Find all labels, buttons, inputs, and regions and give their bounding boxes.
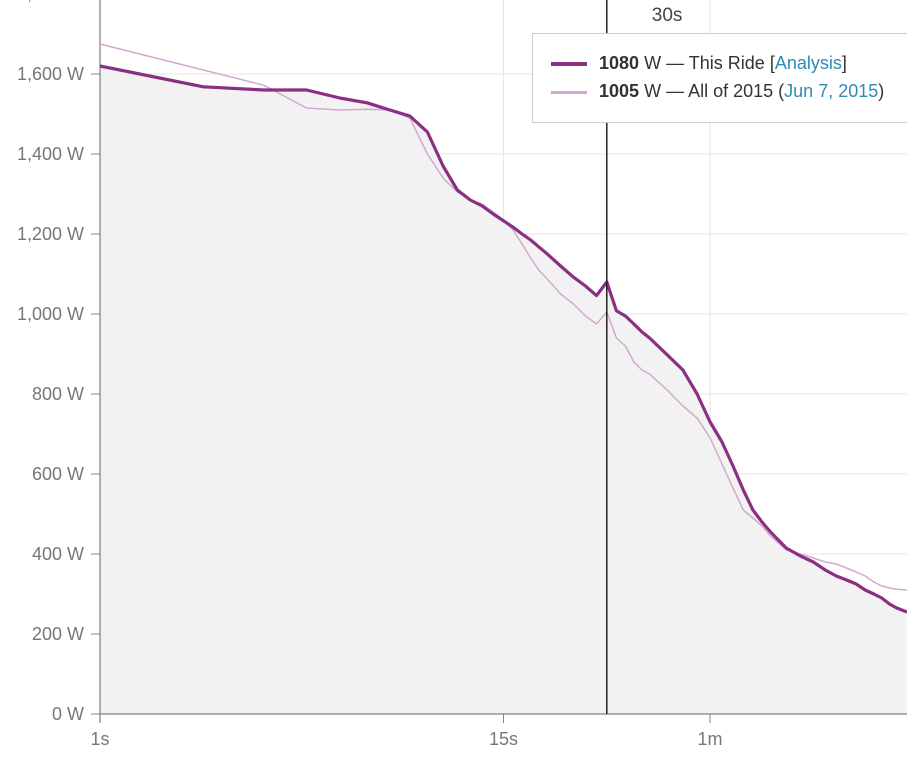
all-2015-value: 1005 (599, 81, 640, 101)
cursor-time-label: 30s (652, 5, 683, 26)
y-tick-label: 1,200 W (17, 224, 84, 244)
series-lines (99, 43, 907, 614)
y-tick-label: 0 W (52, 704, 84, 724)
y-tick-label: 200 W (32, 624, 84, 644)
this-ride-area-fill (100, 66, 907, 714)
this-ride-value: 1080 (599, 53, 640, 73)
all-2015-paren-close: ) (878, 81, 885, 101)
x-axis-tick-labels: 1s 15s 1m (90, 714, 723, 749)
this-ride-bracket-open: [ (769, 53, 775, 73)
analysis-link[interactable]: Analysis (774, 53, 842, 73)
all-2015-unit: W (644, 81, 662, 101)
this-ride-unit: W (644, 53, 662, 73)
this-ride-separator: — (666, 53, 685, 73)
y-tick-label: 1,600 W (17, 64, 84, 84)
y-tick-label: 800 W (32, 384, 84, 404)
x-tick-label: 1s (90, 729, 109, 749)
all-2015-paren-open: ( (778, 81, 785, 101)
x-tick-label: 1m (698, 729, 723, 749)
y-tick-label: 1,000 W (17, 304, 84, 324)
best-date-link[interactable]: Jun 7, 2015 (784, 81, 879, 101)
y-tick-label: 600 W (32, 464, 84, 484)
this-ride-bracket-close: ] (841, 53, 847, 73)
legend: 1080 W — This Ride [Analysis] 1005 W — A… (532, 33, 907, 123)
this-ride-line (99, 64, 907, 614)
all-2015-separator: — (666, 81, 685, 101)
all-2015-label: All of 2015 (688, 81, 774, 101)
y-axis-tick-labels: 0 W 200 W 400 W 600 W 800 W 1,000 W 1,200 W 1,4… (17, 0, 100, 724)
legend-entry-this-ride: 1080 W — This Ride [Analysis] (551, 52, 847, 74)
this-ride-label: This Ride (688, 53, 765, 73)
y-tick-label: 1,400 W (17, 144, 84, 164)
this-ride-swatch (551, 62, 587, 67)
y-tick-label: 1,800 W (17, 0, 84, 4)
x-tick-label: 15s (489, 729, 518, 749)
all-2015-swatch (551, 90, 587, 94)
legend-entry-all-2015: 1005 W — All of 2015 (Jun 7, 2015) (551, 80, 884, 102)
all-2015-line (99, 43, 907, 591)
y-tick-label: 400 W (32, 544, 84, 564)
